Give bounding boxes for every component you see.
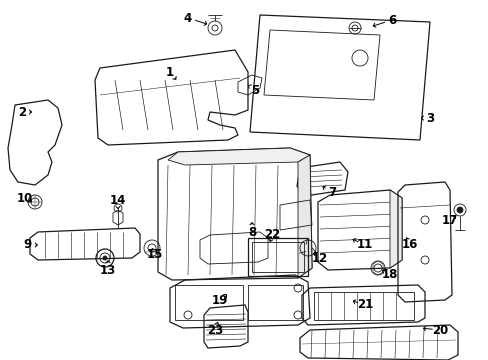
Polygon shape — [389, 190, 401, 268]
Text: 6: 6 — [387, 13, 395, 27]
Text: 11: 11 — [356, 238, 372, 252]
Text: 19: 19 — [211, 293, 228, 306]
Bar — [175, 285, 243, 320]
Text: 20: 20 — [431, 324, 447, 337]
Text: 21: 21 — [356, 298, 372, 311]
Text: 23: 23 — [206, 324, 223, 337]
Text: 8: 8 — [247, 225, 256, 238]
Circle shape — [103, 256, 107, 260]
Text: 17: 17 — [441, 213, 457, 226]
Bar — [247, 238, 307, 276]
Text: 2: 2 — [18, 105, 26, 118]
Text: 13: 13 — [100, 264, 116, 276]
Text: 1: 1 — [165, 66, 174, 78]
Circle shape — [456, 207, 462, 213]
Text: 14: 14 — [110, 194, 126, 207]
Polygon shape — [297, 155, 311, 278]
Text: 22: 22 — [264, 229, 280, 242]
Text: 4: 4 — [183, 12, 192, 24]
Bar — [247, 285, 303, 320]
Text: 10: 10 — [17, 192, 33, 204]
Text: 12: 12 — [311, 252, 327, 265]
Text: 3: 3 — [425, 112, 433, 125]
Bar — [313, 292, 413, 320]
Polygon shape — [168, 148, 309, 165]
Bar — [251, 242, 304, 272]
Text: 16: 16 — [401, 238, 417, 252]
Text: 9: 9 — [24, 238, 32, 252]
Text: 15: 15 — [146, 248, 163, 261]
Text: 18: 18 — [381, 269, 397, 282]
Text: 5: 5 — [250, 84, 259, 96]
Text: 7: 7 — [327, 185, 335, 198]
